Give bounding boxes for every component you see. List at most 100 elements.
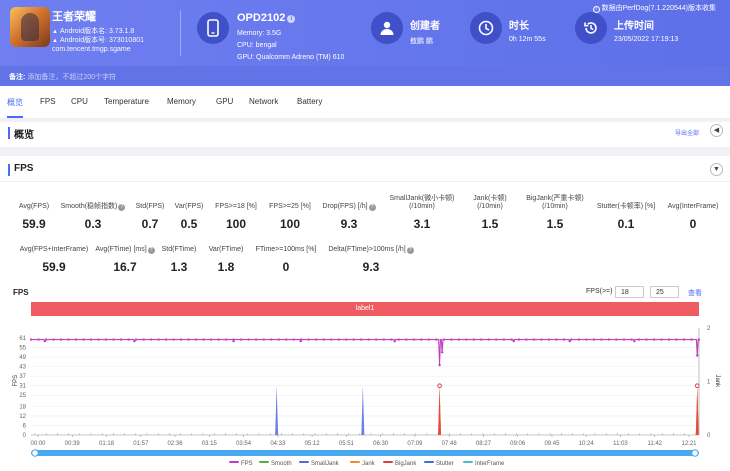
tab-overview[interactable]: 概览 [7,98,23,107]
legend-swatch [259,461,269,463]
tab-network[interactable]: Network [249,97,279,106]
fps-point [412,338,415,341]
query-button[interactable]: 查看 [688,290,702,297]
fps-point [30,338,32,341]
fps-point [285,338,288,341]
tab-battery[interactable]: Battery [297,97,323,106]
fps-point [532,338,535,341]
fps-point [607,338,610,341]
export-all-link[interactable]: 导出全部 [675,131,700,137]
help-icon[interactable]: ? [118,204,126,211]
tab-fps[interactable]: FPS [40,97,56,106]
legend-swatch [424,461,434,463]
fps-point [240,338,243,341]
duration-value: 0h 12m 55s [509,36,546,43]
x-tick-label: 02:36 [168,441,184,447]
fps-point [487,338,490,341]
legend-swatch [350,461,360,463]
tab-temperature[interactable]: Temperature [104,97,149,106]
y-tick-label: 31 [19,384,26,390]
legend-item-bigjank[interactable]: BigJank [383,461,416,467]
fps-point [337,338,340,341]
fps-point [615,338,618,341]
fps-point [517,338,520,341]
fps-min-input[interactable] [615,286,644,298]
metric-drop-fps: Drop(FPS) [/h]? 9.3 [319,203,379,231]
device-cpu: CPU: bengal [237,42,277,49]
metric-ftime-ge-100: FTime>=100ms [%] 0 [255,246,317,274]
collapse-left-icon[interactable]: ◀ [710,124,723,137]
y2-axis-label: Jank [714,375,720,389]
fps-point [97,338,100,341]
x-tick-label: 11:03 [613,441,628,447]
fps-point [307,338,310,341]
fps-max-input[interactable] [650,286,679,298]
x-tick-label: 11:42 [647,441,662,447]
fps-point [562,338,565,341]
active-tab-indicator [7,116,23,118]
fps-point [172,338,175,341]
tab-memory[interactable]: Memory [167,97,196,106]
app-header: 王者荣耀 ▲ Android版本名: 3.73.1.8 ▲ Android版本号: … [0,0,730,66]
fps-point [435,338,438,341]
y-tick-label: 37 [19,374,26,380]
fps-point [637,338,640,341]
phone-icon [197,12,229,44]
fps-point [375,338,378,341]
metric-var-ftime: Var(FTime) 1.8 [208,246,244,274]
fps-point [630,338,633,341]
legend-item-jank[interactable]: Jank [350,461,375,467]
fps-point [690,338,693,341]
device-memory: Memory: 3.5G [237,30,282,37]
y-tick-label: 49 [19,355,26,361]
legend-item-interframe[interactable]: InterFrame [463,461,504,467]
fps-point [90,338,93,341]
legend-item-fps[interactable]: FPS [229,461,253,467]
tab-cpu[interactable]: CPU [71,97,88,106]
tab-gpu[interactable]: GPU [216,97,234,106]
fps-point [225,338,228,341]
note-bar[interactable]: 备注: 添加备注，不超过200个字符 [0,66,730,86]
legend-label: BigJank [395,461,417,467]
chart-title: FPS [13,288,29,297]
help-icon[interactable]: ? [147,247,155,254]
help-icon[interactable]: ? [368,204,376,211]
fps-point [60,338,63,341]
fps-point [135,338,138,341]
note-label: 备注: [9,74,26,81]
x-tick-label: 10:24 [579,441,595,447]
metric-avg-fps-interframe: Avg(FPS+InterFrame) 59.9 [19,246,89,274]
overview-title: 概览 [14,130,34,141]
legend-label: Smooth [271,461,292,467]
note-input[interactable]: 添加备注，不超过200个字符 [27,74,117,81]
metric-fps-ge-18: FPS>=18 [%] 100 [215,203,257,231]
tab-bar: 概览 FPS CPU Temperature Memory GPU Networ… [0,86,730,119]
fps-section-title: FPS [14,163,34,174]
legend-item-smooth[interactable]: Smooth [259,461,292,467]
metric-small-jank: SmallJank(微小卡顿) (/10min) 3.1 [389,195,455,231]
fps-point [382,338,385,341]
fps-point [67,338,70,341]
fps-dip-point [633,339,636,343]
fps-point [675,338,678,341]
chevron-down-icon[interactable]: ▼ [710,163,723,176]
help-icon[interactable]: ? [406,247,414,254]
android-code: ▲ Android版本号: 373010801 [52,37,145,44]
label-band[interactable]: label1 [31,302,699,316]
x-tick-label: 09:45 [544,441,560,447]
device-name: OPD2102 i [237,12,296,24]
fps-point [120,338,123,341]
fps-point [397,338,400,341]
smalljank-spike [275,385,279,435]
metric-big-jank: BigJank(严重卡顿) (/10min) 1.5 [526,195,584,231]
info-icon[interactable]: i [287,15,296,23]
legend-item-stutter[interactable]: Stutter [424,461,454,467]
fps-point [600,338,603,341]
x-tick-label: 12:21 [681,441,697,447]
metric-avg-fps: Avg(FPS) 59.9 [18,203,50,231]
legend-item-smalljank[interactable]: SmallJank [299,461,339,467]
fps-point [210,338,213,341]
fps-dip-point [43,339,46,343]
device-gpu: GPU: Qualcomm Adreno (TM) 610 [237,54,345,61]
